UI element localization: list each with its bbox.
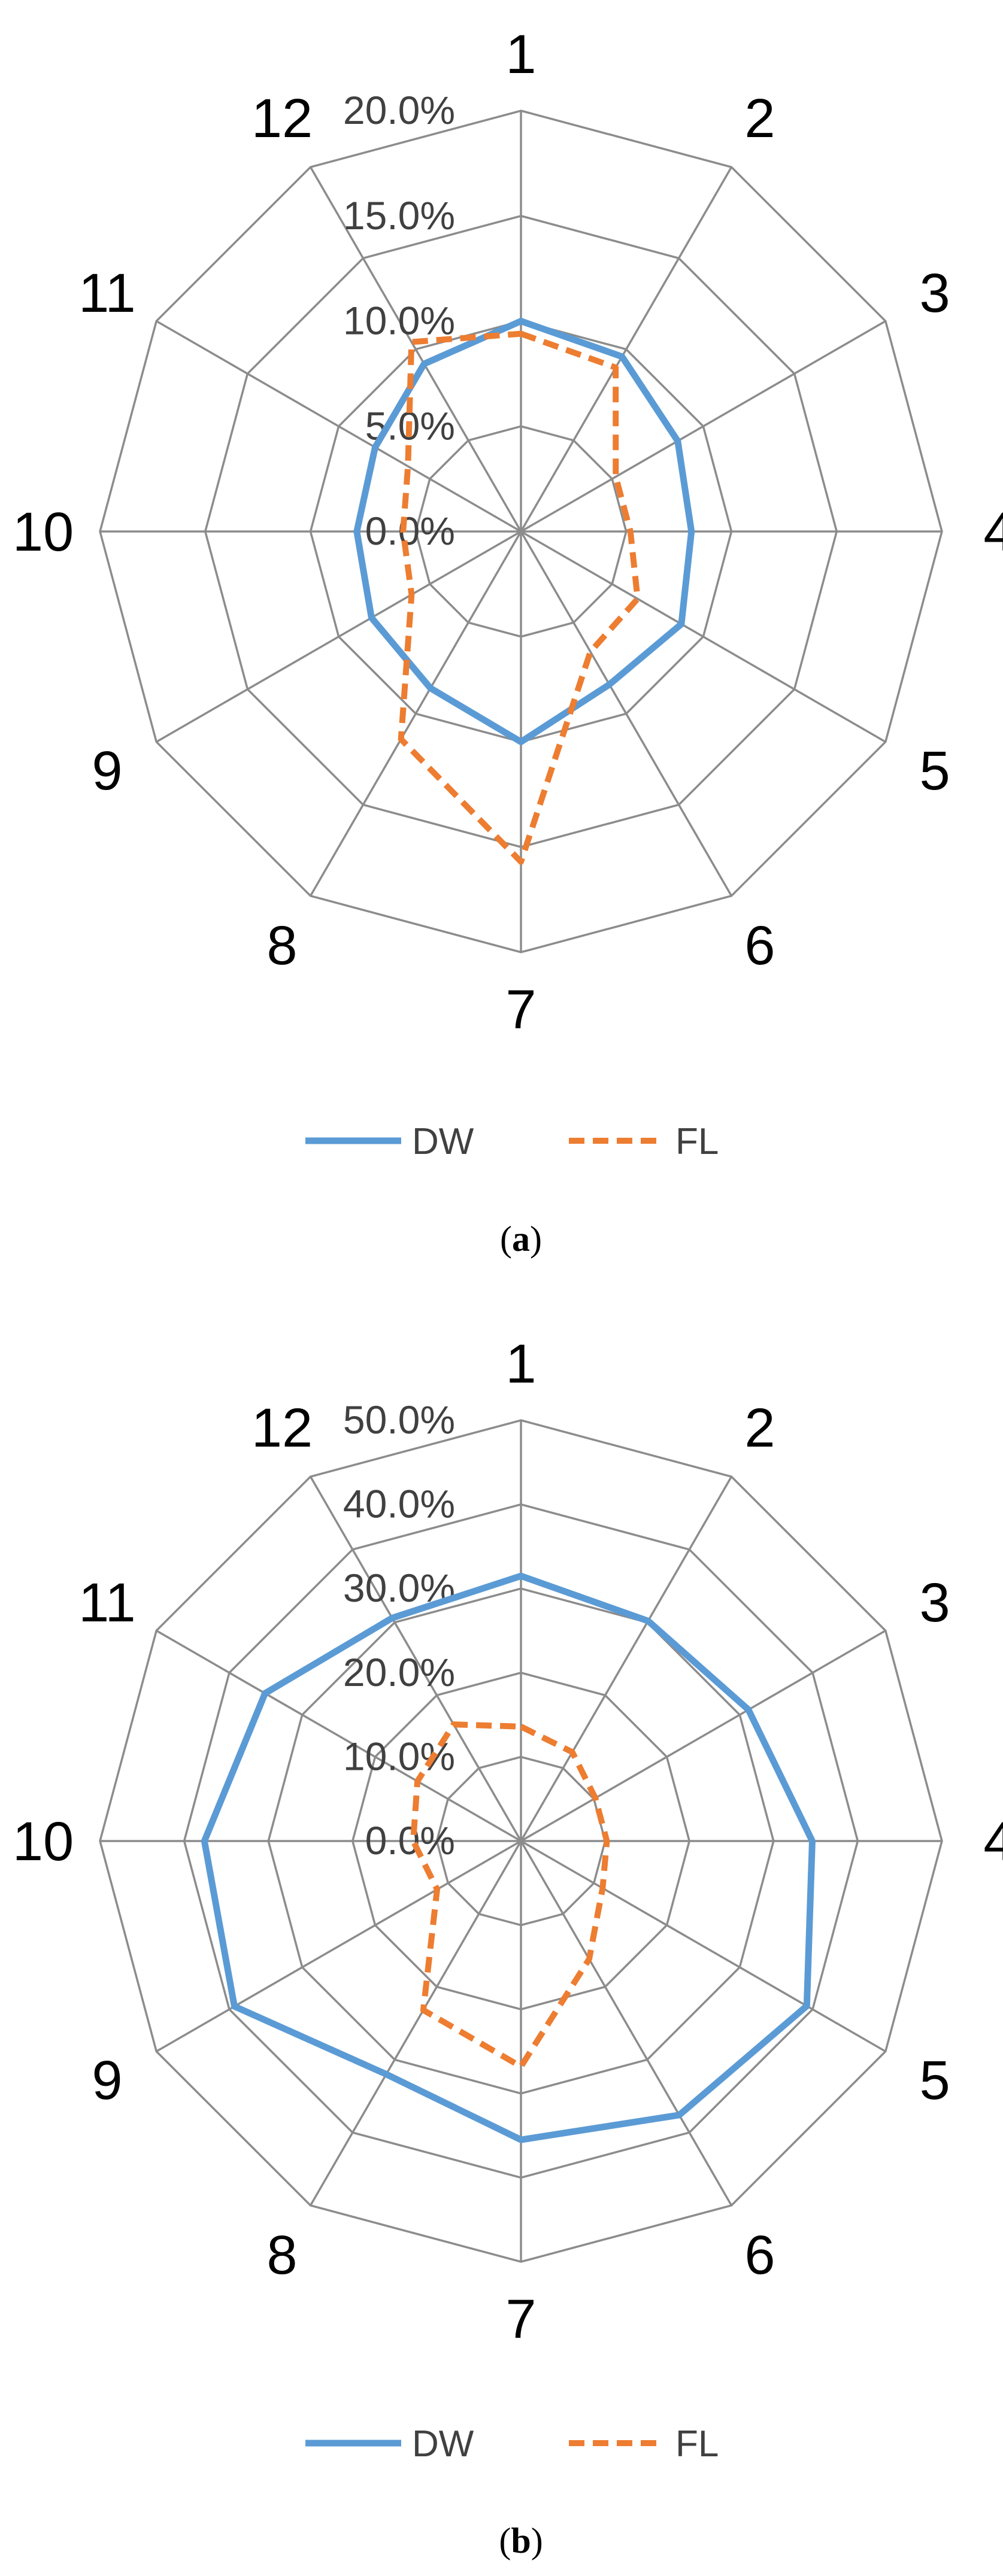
category-label: 3 xyxy=(920,1572,950,1633)
spoke-line xyxy=(520,1840,733,2206)
legend-label-dw: DW xyxy=(412,1121,474,1162)
category-label: 11 xyxy=(78,1572,136,1633)
tick-label: 0.0% xyxy=(365,1818,455,1863)
category-label: 6 xyxy=(744,915,775,976)
category-label: 8 xyxy=(266,2225,297,2286)
tick-label: 0.0% xyxy=(365,509,455,553)
spoke-line xyxy=(309,1840,522,2206)
category-label: 10 xyxy=(13,1811,74,1872)
category-label: 11 xyxy=(78,263,136,324)
category-label: 12 xyxy=(251,88,313,149)
category-label: 1 xyxy=(505,24,536,85)
series-line-fl xyxy=(398,330,641,865)
category-label: 9 xyxy=(92,2050,122,2111)
category-label: 9 xyxy=(92,740,122,801)
spoke-line xyxy=(309,166,522,532)
category-label: 12 xyxy=(251,1398,313,1459)
legend: DW FL xyxy=(305,2423,719,2465)
legend-label-fl: FL xyxy=(675,1121,719,1162)
tick-label: 40.0% xyxy=(343,1482,455,1526)
spoke-line xyxy=(156,320,522,533)
category-label: 4 xyxy=(983,502,1003,563)
spoke-line xyxy=(156,1840,522,2053)
category-label: 7 xyxy=(505,979,536,1040)
tick-label: 50.0% xyxy=(343,1398,455,1442)
category-label: 1 xyxy=(505,1333,536,1395)
spoke-line xyxy=(156,1629,522,1842)
tick-label: 10.0% xyxy=(343,1734,455,1778)
category-label: 10 xyxy=(13,502,74,563)
category-label: 5 xyxy=(920,740,950,801)
spoke-line xyxy=(520,1840,886,2053)
spoke-line xyxy=(520,530,886,743)
legend-label-dw: DW xyxy=(412,2423,474,2465)
legend-label-fl: FL xyxy=(675,2423,719,2465)
spoke-line xyxy=(520,531,733,897)
panel-caption: (b) xyxy=(499,2521,543,2560)
radar-chart-a: 1234567891011120.0%5.0%10.0%15.0%20.0%DW… xyxy=(13,24,1003,1259)
spoke-line xyxy=(309,1476,522,1842)
spoke-line xyxy=(520,166,733,532)
category-label: 3 xyxy=(920,263,950,324)
category-label: 7 xyxy=(505,2289,536,2350)
tick-label: 15.0% xyxy=(343,193,455,238)
category-label: 8 xyxy=(266,915,297,976)
spoke-line xyxy=(156,530,522,743)
category-label: 4 xyxy=(983,1811,1003,1872)
category-label: 5 xyxy=(920,2050,950,2111)
category-label: 2 xyxy=(744,88,775,149)
panel-caption: (a) xyxy=(500,1219,542,1259)
spoke-line xyxy=(520,1629,886,1842)
category-label: 6 xyxy=(744,2225,775,2286)
spoke-line xyxy=(309,531,522,897)
series-line-dw xyxy=(201,1572,816,2143)
series-line-fl xyxy=(410,1721,610,2070)
series-line-dw xyxy=(353,318,695,745)
tick-label: 20.0% xyxy=(343,88,455,132)
tick-label: 20.0% xyxy=(343,1650,455,1694)
category-label: 2 xyxy=(744,1398,775,1459)
spoke-line xyxy=(520,1476,733,1842)
radar-chart-b: 1234567891011120.0%10.0%20.0%30.0%40.0%5… xyxy=(13,1333,1003,2560)
spoke-line xyxy=(520,320,886,533)
tick-label: 10.0% xyxy=(343,299,455,343)
legend: DW FL xyxy=(305,1121,719,1162)
